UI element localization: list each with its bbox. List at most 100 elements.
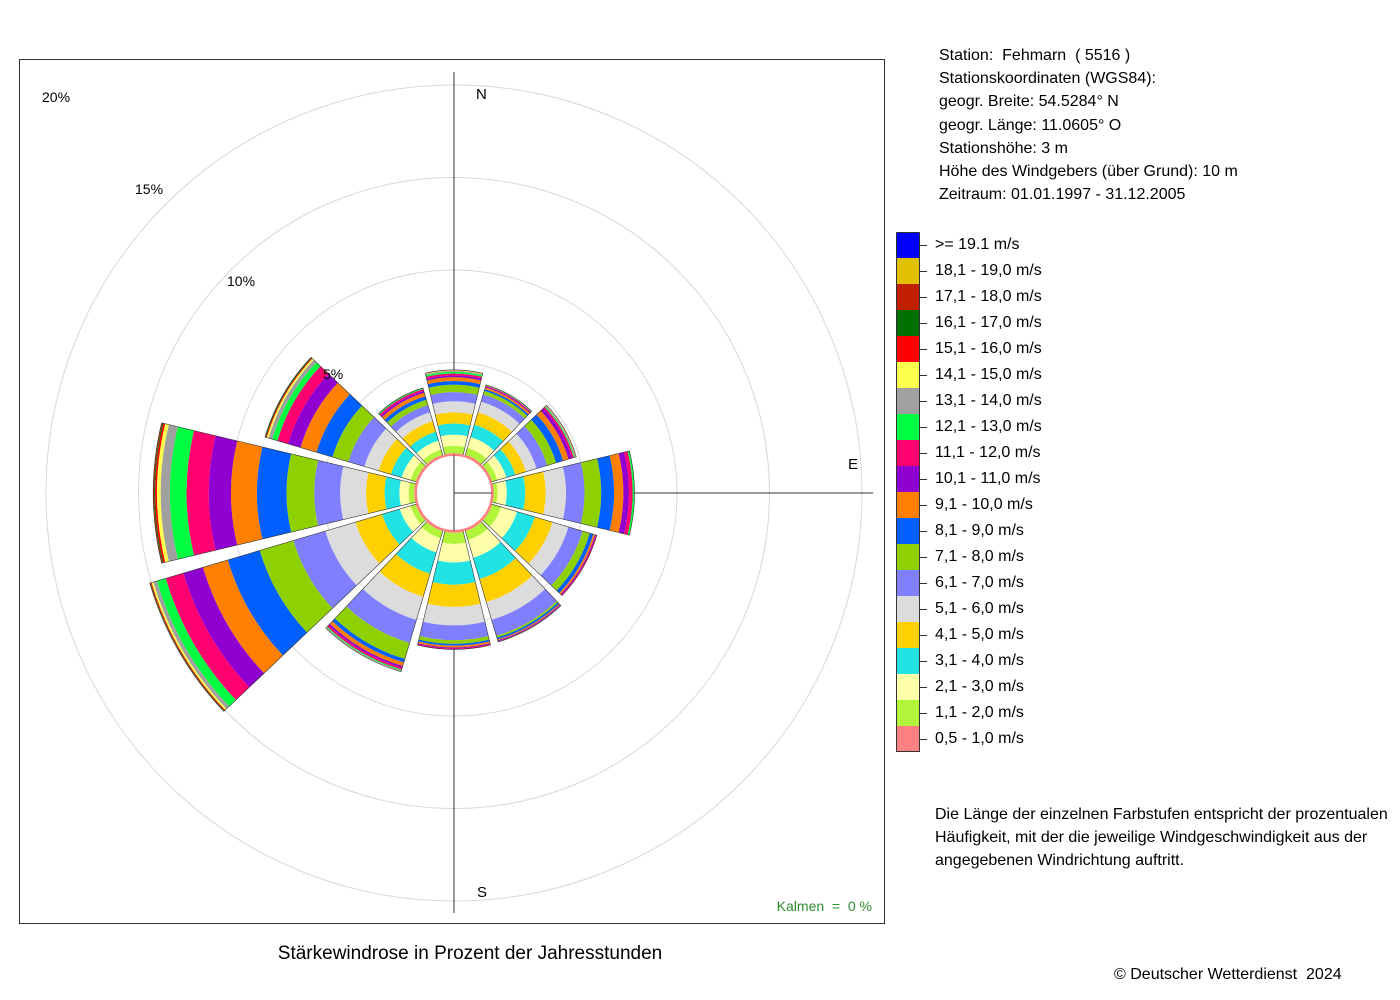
explanation-note: Die Länge der einzelnen Farbstufen entsp… [935, 806, 1388, 870]
direction-bar-ONO [481, 404, 577, 483]
bar-segment-N-11 [426, 373, 482, 379]
bar-segment-W-6 [314, 460, 344, 526]
direction-bar-NNO [464, 384, 533, 466]
legend-swatch [896, 336, 920, 362]
legend-tick [920, 609, 927, 610]
station-info: Station: Fehmarn ( 5516 ) Stationskoordi… [939, 44, 1238, 206]
legend-swatch [896, 596, 920, 622]
bar-segment-WSW-8 [227, 550, 307, 656]
legend-swatch [896, 388, 920, 414]
ring-label-10: 10% [227, 273, 256, 289]
bar-segment-WNW-2 [401, 455, 422, 481]
bar-segment-W-15 [155, 423, 166, 563]
bar-segment-W-2 [399, 480, 410, 506]
legend-swatch [896, 362, 920, 388]
bar-segment-SSW-1 [421, 521, 443, 539]
legend-tick [920, 713, 927, 714]
bar-segment-O-1 [492, 482, 498, 504]
direction-bar-WSW [149, 503, 427, 712]
bar-segment-O-11 [624, 451, 633, 535]
bar-segment-ONO-11 [543, 406, 574, 459]
bar-segment-WNW-3 [390, 447, 415, 478]
legend-swatch [896, 310, 920, 336]
bar-segment-SSW-6 [346, 589, 417, 643]
direction-bar-SSW [325, 520, 444, 673]
bar-segment-ONO-9 [536, 410, 569, 461]
bar-segment-OSO-3 [501, 511, 535, 551]
direction-bar-SSO [464, 520, 562, 643]
bar-segment-SSW-2 [411, 527, 441, 553]
bar-segment-WSW-2 [399, 505, 422, 532]
bar-segment-SSW-7 [334, 606, 410, 659]
bar-segment-W-5 [340, 466, 369, 520]
bar-segment-W-13 [160, 424, 178, 562]
bar-segment-OSO-6 [540, 526, 583, 586]
time-period: Zeitraum: 01.01.1997 - 31.12.2005 [939, 186, 1186, 204]
direction-bar-S [417, 529, 491, 650]
station-longitude: geogr. Länge: 11.0605° O [939, 116, 1122, 134]
legend-label: 14,1 - 15,0 m/s [935, 366, 1042, 383]
legend-swatch [896, 570, 920, 596]
legend-tick [920, 739, 927, 740]
legend-tick [920, 427, 927, 428]
bar-segment-O-9 [609, 453, 624, 533]
legend-tick [920, 453, 927, 454]
bar-segment-NNO-4 [474, 412, 512, 442]
direction-label-east: E [848, 456, 859, 473]
bar-segment-O-2 [496, 480, 507, 506]
bar-segment-WSW-6 [293, 531, 357, 609]
bar-segment-SSW-8 [332, 618, 405, 663]
legend-label: 7,1 - 8,0 m/s [935, 548, 1024, 565]
legend-label: 6,1 - 7,0 m/s [935, 574, 1024, 591]
bar-segment-SSO-6 [491, 589, 557, 636]
bar-segment-N-10 [426, 375, 482, 381]
bar-segment-W-10 [208, 435, 238, 551]
bar-segment-N-1 [442, 445, 466, 455]
bar-segment-OSO-5 [528, 522, 569, 576]
legend-tick [920, 323, 927, 324]
bar-segment-O-3 [505, 476, 526, 510]
ring-label-15: 15% [135, 181, 164, 197]
bar-segment-N-6 [430, 392, 478, 404]
bar-segment-NNO-8 [484, 389, 529, 416]
legend-tick [920, 349, 927, 350]
bar-segment-S-1 [442, 531, 466, 544]
legend-label: 16,1 - 17,0 m/s [935, 314, 1042, 331]
bar-segment-N-13 [425, 370, 483, 376]
bar-segment-SSO-4 [479, 558, 533, 603]
bar-segment-W-3 [384, 476, 401, 510]
ring-label-5: 5% [323, 366, 344, 382]
bar-segment-NNO-7 [483, 390, 528, 419]
bar-segment-NNO-1 [465, 447, 487, 465]
bar-segment-ONO-10 [540, 408, 573, 460]
legend-tick [920, 297, 927, 298]
bar-segment-NNW-10 [380, 390, 425, 418]
bar-segment-WNW-9 [300, 382, 350, 453]
legend-tick [920, 661, 927, 662]
bar-segment-W-16 [154, 423, 164, 563]
bar-segment-WSW-1 [410, 504, 426, 525]
ring-label-20: 20% [42, 89, 71, 105]
legend-swatch [896, 622, 920, 648]
legend-swatch [896, 440, 920, 466]
bar-segment-N-4 [435, 412, 473, 426]
bar-segment-WSW-5 [325, 522, 380, 586]
bar-segment-WSW-3 [382, 509, 414, 545]
bar-segment-NNW-9 [382, 392, 426, 420]
bar-segment-SSW-5 [362, 571, 424, 620]
bar-segment-N-9 [426, 377, 482, 385]
bar-segment-WNW-12 [272, 362, 321, 441]
bar-segment-WNW-8 [316, 394, 363, 457]
wind-rose-plot-area: N E S 5% 10% 15% 20% Kalmen = 0 % [19, 59, 885, 924]
bar-segment-O-12 [627, 450, 635, 536]
bar-segment-NNW-5 [396, 412, 433, 439]
bar-segment-WNW-1 [410, 461, 426, 482]
direction-label-south: S [477, 884, 488, 901]
legend-tick [920, 557, 927, 558]
bar-segment-ONO-6 [516, 426, 548, 469]
bar-segment-NNW-7 [387, 399, 428, 427]
bar-segment-WSW-13 [153, 581, 230, 709]
bar-segment-S-6 [419, 621, 489, 641]
legend-label: 3,1 - 4,0 m/s [935, 652, 1024, 669]
bar-segment-SSO-2 [467, 528, 501, 558]
